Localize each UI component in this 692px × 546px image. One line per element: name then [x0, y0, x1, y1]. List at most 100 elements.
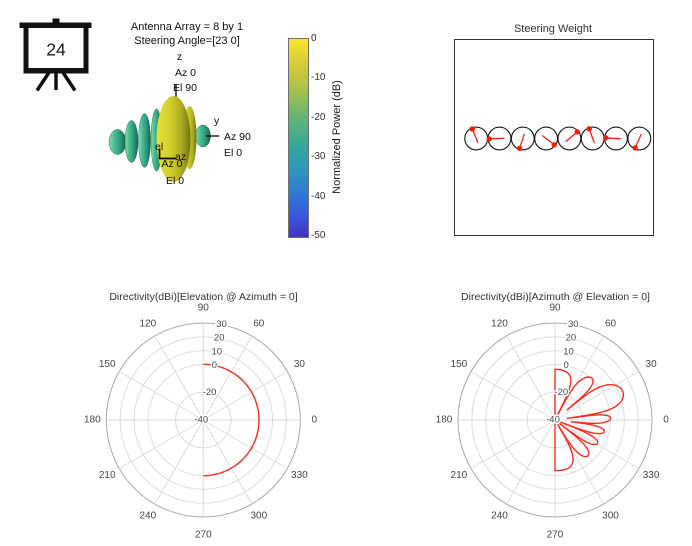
radial-tick-label: -20: [554, 387, 568, 398]
phasor-tip-dot-7: [603, 135, 609, 141]
angle-tick-label: 90: [549, 303, 561, 314]
polar-grid-spoke: [470, 419, 556, 469]
angle-tick-label: 60: [605, 319, 617, 330]
z-axis-el-label: El 90: [173, 81, 197, 94]
directivity-curve: [554, 368, 624, 472]
z-axis-az-label: Az 0: [175, 66, 197, 79]
icon-bottom-bar: [23, 68, 89, 74]
radial-tick-label: 0: [212, 360, 217, 371]
angle-tick-label: 90: [198, 303, 210, 314]
icon-left-leg: [35, 70, 52, 92]
colorbar-tick: -30: [311, 151, 326, 162]
radial-tick-label: 20: [214, 333, 225, 344]
angle-tick-label: 330: [291, 470, 308, 481]
angle-tick-label: 0: [312, 415, 318, 426]
element-circle-8: [627, 126, 652, 151]
phasor-tip-dot-2: [486, 136, 492, 142]
phasor-tip-dot-1: [469, 126, 475, 132]
angle-tick-label: 0: [663, 415, 669, 426]
colorbar-tick: -50: [311, 229, 326, 241]
angle-tick-label: 330: [643, 470, 660, 481]
polar-grid-spoke: [154, 419, 204, 505]
radial-tick-label: 10: [212, 346, 223, 357]
mini-az-label: az: [175, 150, 187, 163]
presentation-screen-icon: 24: [19, 18, 92, 92]
icon-top-bar: [19, 22, 92, 28]
angle-tick-label: 120: [139, 319, 156, 330]
slide-number: 24: [46, 40, 66, 60]
sidelobe-disc-1: [108, 129, 127, 155]
phasor-tip-dot-5: [574, 129, 580, 135]
polar-grid-spoke: [154, 335, 204, 421]
radial-tick-label: -40: [546, 415, 560, 426]
polar-grid-spoke: [119, 419, 204, 469]
y-axis-label: y: [214, 114, 220, 127]
angle-tick-label: 210: [451, 470, 468, 481]
elevation-cut-title: Directivity(dBi)[Elevation @ Azimuth = 0…: [109, 291, 298, 303]
steering-weight-axes-box: [454, 39, 654, 236]
x-axis-el-label: El 0: [165, 174, 185, 187]
angle-tick-label: 150: [451, 359, 468, 370]
angle-tick-label: 30: [294, 359, 306, 370]
el-az-axis-marker: [158, 148, 176, 160]
radial-tick-label: 20: [566, 333, 577, 344]
angle-tick-label: 240: [491, 511, 508, 522]
steering-weight-plot: [464, 126, 652, 151]
phasor-tip-dot-3: [516, 145, 523, 151]
azimuth-cut-title: Directivity(dBi)[Azimuth @ Elevation = 0…: [461, 291, 650, 303]
angle-tick-label: 270: [547, 530, 564, 541]
polar-grid-spoke: [554, 371, 640, 421]
annotation-steering-angle: Steering Angle=[23 0]: [134, 35, 240, 47]
colorbar: [288, 38, 309, 238]
radial-tick-label: -20: [203, 387, 217, 398]
sidelobe-disc-3: [138, 113, 151, 168]
angle-tick-label: 210: [99, 470, 116, 481]
radial-tick-label: 0: [563, 360, 568, 371]
angle-tick-label: 60: [253, 319, 265, 330]
polar-grid-spoke: [202, 335, 253, 421]
z-axis-label: z: [176, 50, 183, 63]
polar-grid-spoke: [119, 371, 204, 421]
colorbar-tick: -20: [311, 111, 326, 123]
polar-grid-spoke: [470, 371, 556, 421]
polar-grid-spoke: [203, 419, 288, 469]
polar-grid-spoke: [506, 335, 556, 421]
radial-tick-label: 30: [216, 319, 227, 330]
steering-weight-title: Steering Weight: [513, 23, 593, 35]
radial-tick-label: 10: [563, 346, 574, 357]
angle-tick-label: 30: [646, 359, 658, 370]
y-axis-el-label: El 0: [224, 146, 243, 159]
directivity-curve: [203, 363, 260, 477]
colorbar-axis-label: Normalized Power (dB): [331, 80, 343, 194]
angle-tick-label: 270: [195, 530, 212, 541]
angle-tick-label: 240: [139, 511, 156, 522]
radial-tick-label: -40: [194, 415, 208, 426]
colorbar-tick: 0: [311, 33, 317, 44]
angle-tick-label: 300: [602, 511, 619, 522]
radial-tick-label: 30: [568, 319, 579, 330]
icon-top-nub: [52, 18, 60, 24]
angle-tick-label: 300: [250, 511, 267, 522]
colorbar-tick: -40: [311, 190, 326, 202]
beam-pattern-3d: [108, 84, 219, 182]
icon-right-bar: [83, 27, 89, 74]
polar-grid-spoke: [202, 419, 253, 505]
mini-el-label: el: [155, 140, 164, 153]
main-lobe: [156, 96, 191, 182]
icon-right-leg: [60, 70, 77, 92]
annotation-array-size: Antenna Array = 8 by 1: [130, 21, 244, 33]
y-axis-az-label: Az 90: [224, 130, 251, 143]
polar-plot-elevation-cut: 0 30 60 90 120 150 180 210 240 270 300 330 30 20 10 0 -2…: [84, 303, 318, 541]
angle-tick-label: 120: [491, 319, 508, 330]
angle-tick-label: 180: [436, 415, 453, 426]
phasor-tip-dot-6: [586, 126, 592, 132]
angle-tick-label: 150: [99, 359, 116, 370]
polar-grid-spoke: [203, 371, 288, 421]
polar-grid-spoke: [506, 419, 556, 505]
angle-tick-label: 180: [84, 415, 101, 426]
colorbar-tick: -10: [311, 72, 326, 83]
polar-plot-azimuth-cut: 0 30 60 90 120 150 180 210 240 270 300 330 30 20 10 0 -2…: [436, 303, 670, 541]
sidelobe-disc-2: [124, 120, 139, 163]
x-axis-az-label: Az 0: [161, 157, 183, 170]
